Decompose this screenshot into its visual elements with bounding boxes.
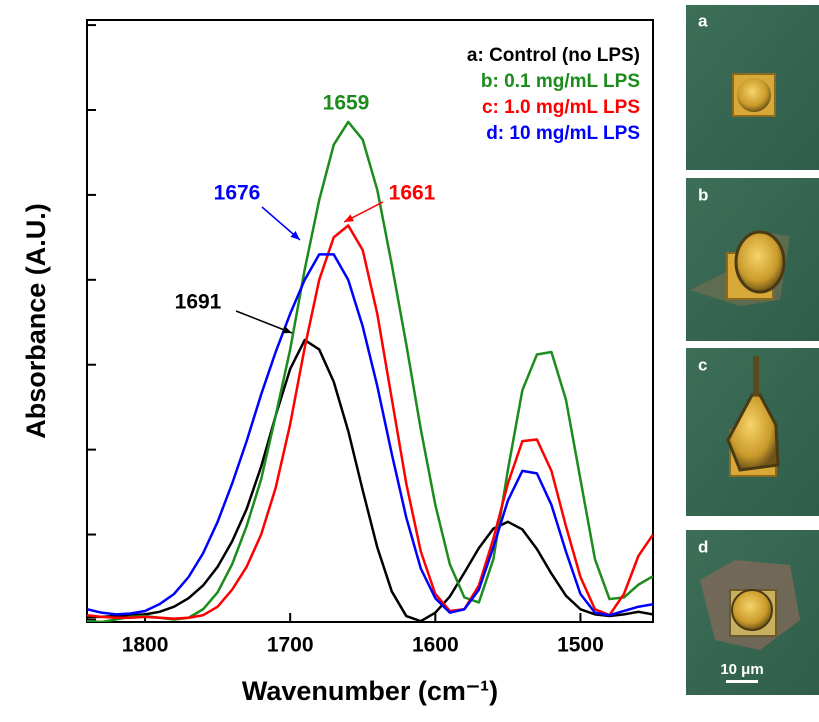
annotation-arrowhead [282, 326, 292, 333]
x-tick-label: 1800 [122, 634, 169, 657]
series-line [87, 122, 653, 622]
panel-label: d [698, 537, 708, 556]
scale-bar-label: 10 μm [720, 661, 763, 678]
peak-annotation: 1659 [323, 92, 370, 115]
legend-entry: c: 1.0 mg/mL LPS [482, 97, 640, 118]
panel-label: a [698, 11, 708, 30]
panel-label: c [698, 355, 707, 374]
plot-lines [87, 122, 653, 622]
peak-annotation: 1691 [175, 291, 222, 314]
x-axis-label: Wavenumber (cm⁻¹) [242, 676, 498, 706]
x-tick-label: 1700 [267, 634, 314, 657]
panel-label: b [698, 185, 708, 204]
micrographs: a b c d 10 μm [686, 5, 819, 695]
legend-entry: a: Control (no LPS) [467, 45, 640, 66]
x-tick-label: 1500 [557, 634, 604, 657]
peak-annotation: 1661 [389, 182, 436, 205]
figure: Absorbance (A.U.) Wavenumber (cm⁻¹) a [0, 0, 819, 717]
legend-entry: d: 10 mg/mL LPS [486, 123, 640, 144]
y-axis-label: Absorbance (A.U.) [21, 203, 51, 439]
series-line [87, 340, 653, 621]
x-tick-label: 1600 [412, 634, 459, 657]
peak-annotation: 1676 [214, 182, 261, 205]
legend-entry: b: 0.1 mg/mL LPS [481, 71, 640, 92]
series-line [87, 254, 653, 615]
